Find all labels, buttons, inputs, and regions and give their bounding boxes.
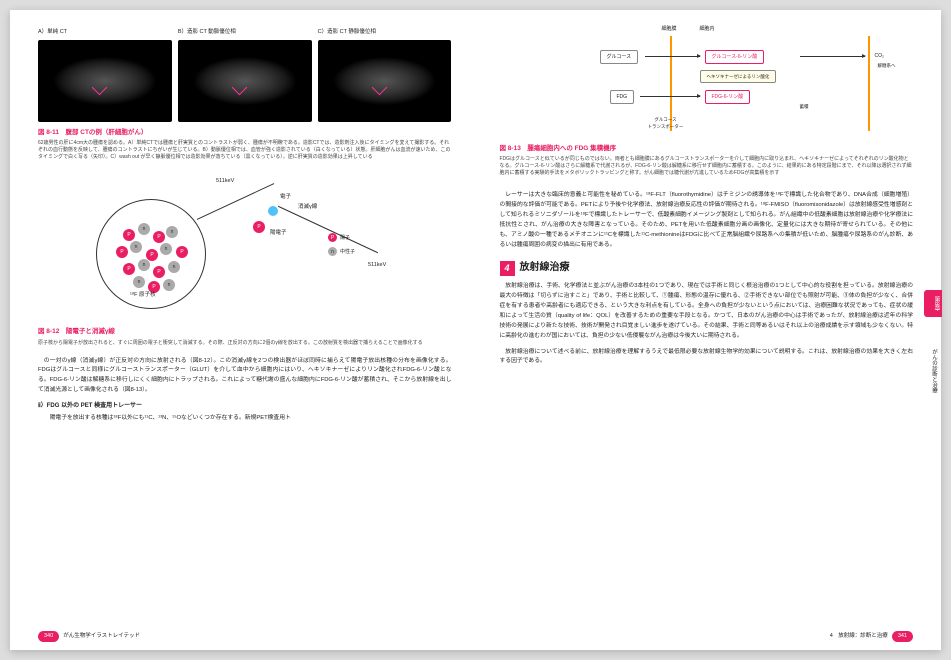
ct-label-a: A）単純 CT (38, 28, 172, 37)
left-body-1: の一対のγ線（消滅γ線）が正反対の方向に放射される（図8-12）。この消滅γ線を… (38, 357, 452, 396)
right-body-2: 放射線治療は、手術、化学療法と並ぶがん治療の3本柱の1つであり、現在では手術と同… (500, 282, 914, 341)
right-body-1: レーサーは大きな臨床的意義と可能性を秘めている。¹⁸F-FLT（fluoroth… (500, 191, 914, 250)
fig-8-12-desc: 原子核から陽電子が放出されると、すぐに周囲の電子と衝突して消滅する。その際、正反… (38, 340, 452, 347)
fig-8-11-desc: 62歳男性の肝に4cm大の腫瘍を認める。A）単純CTでは腫瘍と肝実質とのコントラ… (38, 140, 452, 161)
cell-membrane (670, 36, 870, 131)
left-body-2: 陽電子を放出する核種は¹⁸F以外にも¹¹C、¹³N、¹⁵Oなどいくつか存在する。… (38, 414, 452, 424)
fdg-diagram: 細胞膜 細胞内 グルコース グルコース-6-リン酸 CO₂ 解糖系へ ヘキソキナ… (500, 28, 914, 138)
ct-label-b: B）造影 CT 動脈優位相 (178, 28, 312, 37)
fig-8-11-caption: 図 8-11 腹部 CTの例（肝細胞がん） (38, 128, 452, 138)
fig-8-13-desc: FDGはグルコースと似ているが同じものではない。両者とも細胞膜にあるグルコースト… (500, 156, 914, 177)
footer-right: 4 放射線：診断と治療 341 (830, 631, 913, 642)
section-4-num: 4 (500, 261, 515, 276)
page-num-right: 341 (892, 631, 913, 642)
ct-scan-a (38, 40, 172, 122)
right-body-3: 放射線治療について述べる前に、放射線治療を理解するうえで最低限必要な放射線生物学… (500, 348, 914, 368)
fig-8-13-caption: 図 8-13 腫瘍細胞内への FDG 集積機序 (500, 144, 914, 154)
ct-image-row: A）単純 CT B）造影 CT 動脈優位相 C）造影 CT 静脈優位相 (38, 28, 452, 122)
section-4-title: 放射線治療 (520, 260, 570, 276)
electron-particle (268, 206, 278, 216)
subhead-fdg-other: ⅱ）FDG 以外の PET 検査用トレーサー (38, 402, 452, 412)
section-4-header: 4 放射線治療 (500, 260, 914, 276)
ct-scan-c (318, 40, 452, 122)
ct-label-c: C）造影 CT 静脈優位相 (318, 28, 452, 37)
chapter-tab-sub: がんの診断と治療 (926, 345, 941, 397)
chapter-tab: 第8章 (924, 290, 942, 317)
page-num-left: 340 (38, 631, 59, 642)
pet-diagram: P n P n P n P n P P n P n n P n P 511keV… (38, 171, 452, 321)
ct-scan-b (178, 40, 312, 122)
footer-left: 340 がん生物学イラストレイテッド (38, 631, 140, 642)
positron-particle: P (253, 221, 265, 233)
fig-8-12-caption: 図 8-12 陽電子と消滅γ線 (38, 327, 452, 337)
